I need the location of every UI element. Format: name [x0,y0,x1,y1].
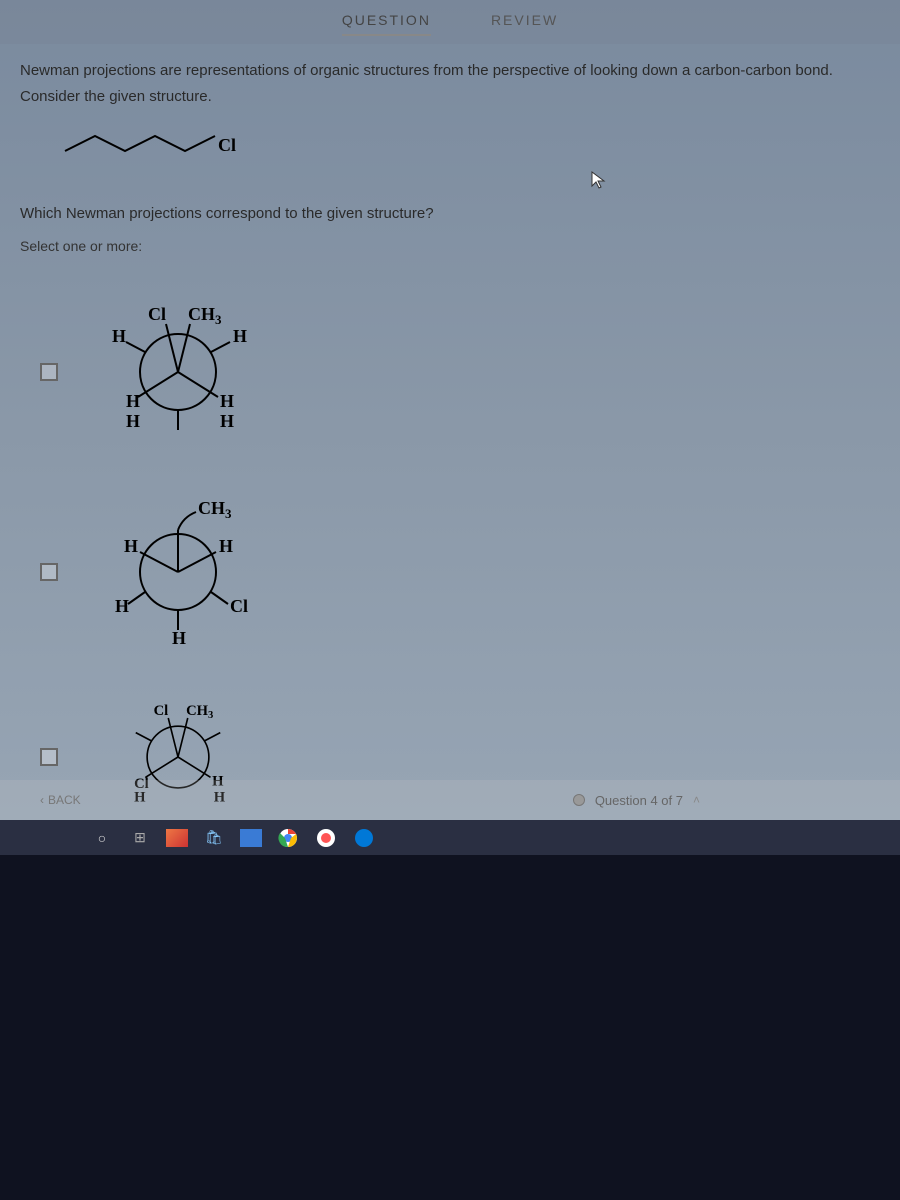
store-icon[interactable]: 🛍 [202,826,226,850]
status-dot-icon [573,794,585,806]
question-counter[interactable]: Question 4 of 7 ˄ [573,793,700,808]
checkbox-option-3[interactable] [40,748,58,766]
svg-text:Cl: Cl [154,703,169,719]
quiz-screen: QUESTION REVIEW Newman projections are r… [0,0,900,855]
options-container: Cl CH3 H H H H H H CH3 [0,272,900,852]
svg-text:Cl: Cl [148,304,166,324]
svg-text:H: H [172,628,186,648]
svg-text:H: H [220,391,234,411]
edge-icon[interactable] [352,826,376,850]
question-body: Newman projections are representations o… [0,44,900,272]
svg-text:H: H [219,536,233,556]
select-text: Select one or more: [20,235,880,259]
svg-text:H: H [220,411,234,431]
option-row: Cl CH3 H H H H H H [40,292,860,452]
svg-text:H: H [112,326,126,346]
task-view-icon[interactable]: ⊞ [128,826,152,850]
newman-projection-2: CH3 H H H Cl H [88,492,268,652]
svg-text:CH3: CH3 [188,304,222,327]
app-icon-1[interactable] [166,829,188,847]
counter-text: Question 4 of 7 [595,793,683,808]
svg-text:H: H [233,326,247,346]
checkbox-option-1[interactable] [40,363,58,381]
chevron-left-icon: ‹ [40,793,44,807]
cursor-icon [590,170,606,190]
back-label: BACK [48,793,81,807]
svg-text:H: H [126,391,140,411]
tab-bar: QUESTION REVIEW [0,0,900,44]
svg-text:CH3: CH3 [186,703,213,721]
chevron-up-icon: ˄ [693,793,700,807]
svg-text:H: H [124,536,138,556]
bottom-bar: ‹ BACK Question 4 of 7 ˄ [0,780,900,820]
tab-review[interactable]: REVIEW [491,12,558,36]
svg-text:Cl: Cl [218,135,236,155]
consider-text: Consider the given structure. [20,84,880,110]
svg-text:H: H [115,596,129,616]
taskbar: ○ ⊞ 🛍 [0,820,900,855]
app-icon-2[interactable] [314,826,338,850]
prompt-text: Which Newman projections correspond to t… [20,201,880,227]
svg-text:CH3: CH3 [198,498,232,521]
newman-projection-1: Cl CH3 H H H H H H [88,292,268,452]
cortana-icon[interactable]: ○ [90,826,114,850]
back-button[interactable]: ‹ BACK [40,793,81,807]
svg-text:Cl: Cl [230,596,248,616]
dark-background [0,855,900,1200]
checkbox-option-2[interactable] [40,563,58,581]
svg-text:H: H [126,411,140,431]
mail-icon[interactable] [240,829,262,847]
tab-question[interactable]: QUESTION [342,12,431,36]
chrome-icon[interactable] [276,826,300,850]
option-row: CH3 H H H Cl H [40,492,860,652]
given-structure: Cl [50,121,250,191]
intro-text: Newman projections are representations o… [20,58,880,84]
